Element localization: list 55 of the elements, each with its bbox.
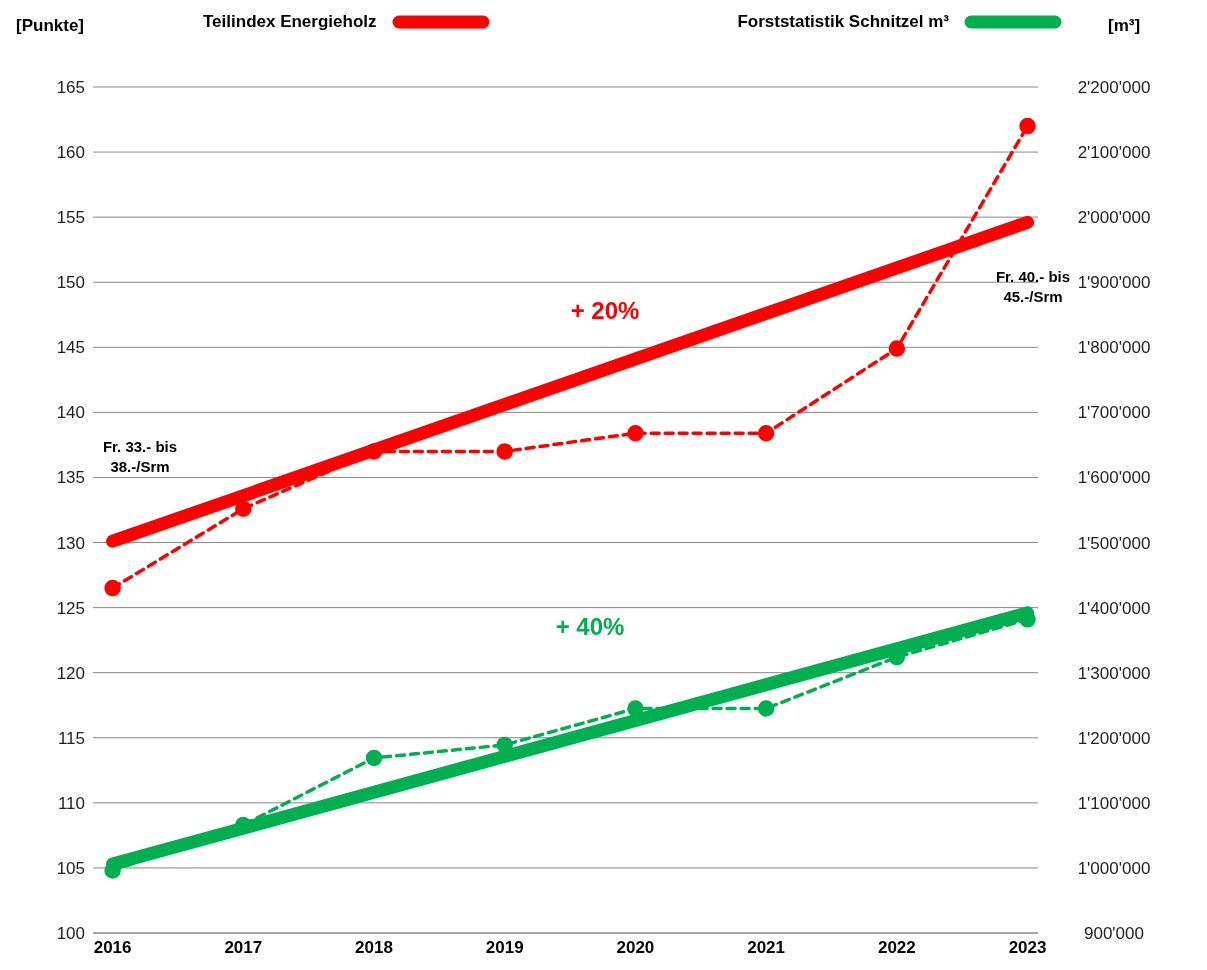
x-tick-label: 2019 [485, 938, 524, 958]
point [1019, 117, 1036, 135]
annotation: Fr. 40.- bis 45.-/Srm [995, 267, 1071, 305]
y2-tick-label: 1'800'000 [1077, 338, 1151, 358]
y2-tick-label: 2'000'000 [1077, 208, 1151, 228]
y-tick-label: 125 [56, 598, 85, 618]
y2-tick-label: 1'100'000 [1077, 793, 1151, 813]
y-tick-label: 160 [56, 143, 85, 163]
y2-tick-label: 1'600'000 [1077, 468, 1151, 488]
y-tick-label: 155 [56, 208, 85, 228]
y-axis-title: [Punkte] [16, 16, 84, 36]
y-tick-label: 115 [57, 728, 85, 748]
x-tick-label: 2023 [1008, 938, 1047, 958]
point [365, 749, 383, 767]
x-tick-label: 2022 [877, 938, 916, 958]
point [757, 424, 775, 442]
y2-tick-label: 1'700'000 [1077, 403, 1151, 423]
annotation: + 20% [569, 295, 641, 326]
point [888, 340, 906, 357]
point [627, 700, 644, 717]
y-tick-label: 145 [56, 338, 85, 358]
x-tick-label: 2018 [355, 938, 393, 958]
y2-tick-label: 2'100'000 [1077, 143, 1151, 163]
y-tick-label: 100 [56, 924, 85, 944]
x-tick-label: 2021 [747, 938, 786, 958]
y2-tick-label: 1'000'000 [1077, 858, 1151, 878]
point [496, 736, 513, 754]
y-tick-label: 150 [56, 273, 85, 293]
y2-axis-title: [m³] [1108, 16, 1141, 36]
point [757, 700, 775, 717]
annotation: Fr. 33.- bis 38.-/Srm [101, 436, 179, 475]
y-tick-label: 135 [56, 468, 85, 488]
y-tick-label: 105 [56, 858, 85, 878]
point [235, 500, 252, 517]
y2-tick-label: 1'300'000 [1077, 663, 1151, 683]
y2-tick-label: 1'200'000 [1077, 728, 1151, 748]
x-tick-label: 2020 [616, 938, 655, 958]
y-tick-label: 120 [56, 663, 85, 683]
annotation: + 40% [554, 611, 626, 642]
y-tick-label: 140 [56, 403, 85, 423]
y2-tick-label: 1'500'000 [1077, 533, 1151, 553]
y2-tick-label: 900'000 [1084, 924, 1144, 944]
x-tick-label: 2016 [93, 938, 132, 958]
y-tick-label: 130 [56, 533, 85, 553]
y-tick-label: 165 [56, 78, 85, 98]
legend-label: Forststatistik Schnitzel m³ [737, 12, 949, 32]
point [627, 424, 644, 442]
x-tick-label: 2017 [224, 938, 263, 958]
y-tick-label: 110 [57, 793, 85, 813]
y2-tick-label: 2'200'000 [1077, 78, 1151, 98]
point [104, 579, 121, 597]
y2-tick-label: 1'900'000 [1077, 273, 1151, 293]
legend-label: Teilindex Energieholz [203, 12, 377, 32]
point [496, 443, 513, 460]
y2-tick-label: 1'400'000 [1077, 598, 1151, 618]
